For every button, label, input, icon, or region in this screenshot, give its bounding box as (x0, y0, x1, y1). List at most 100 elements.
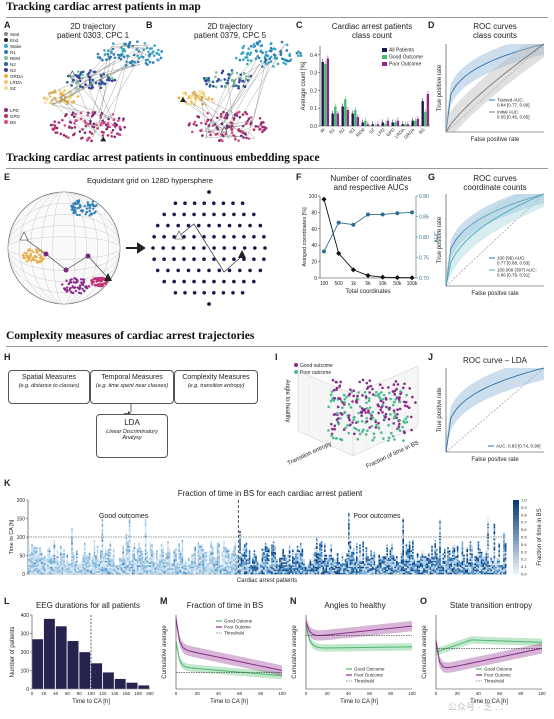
cluster-point (55, 126, 59, 130)
heatmap-cell (228, 566, 230, 569)
heatmap-cell (282, 559, 284, 561)
heatmap-cell (135, 569, 137, 572)
heatmap-cell (311, 572, 313, 575)
embedding-point (91, 207, 95, 210)
heatmap-cell (128, 560, 131, 563)
heatmap-cell (352, 559, 355, 561)
heatmap-cell (279, 569, 281, 572)
heatmap-cell (239, 557, 241, 560)
coordinate-point (409, 275, 415, 281)
heatmap-cell (28, 547, 30, 550)
heatmap-cell (48, 553, 51, 555)
heatmap-cell (240, 565, 243, 567)
heatmap-cell (127, 545, 129, 548)
heatmap-cell (37, 554, 40, 557)
y-tick-label: 40 (311, 243, 317, 249)
heatmap-cell (31, 547, 33, 550)
heatmap-cell (231, 566, 233, 569)
embedding-point (78, 284, 82, 287)
heatmap-cell (266, 551, 268, 554)
heatmap-cell (384, 572, 387, 575)
heatmap-cell (164, 568, 166, 570)
embedding-point (25, 252, 28, 255)
cluster-point (146, 58, 150, 62)
cluster-point (234, 56, 238, 60)
heatmap-cell (93, 566, 96, 569)
heatmap-cell (167, 560, 169, 563)
heatmap-cell (197, 565, 200, 567)
bar-n3-1 (354, 110, 357, 126)
heatmap-cell (138, 562, 140, 564)
poor-outcome-point (349, 406, 353, 409)
heatmap-cell (212, 557, 214, 560)
heatmap-cell (111, 560, 113, 563)
heatmap-cell (199, 547, 201, 550)
heatmap-cell (376, 569, 379, 572)
heatmap-cell (210, 568, 212, 570)
grid-point (227, 268, 232, 273)
heatmap-cell (63, 559, 65, 561)
heatmap-cell (228, 559, 230, 561)
heatmap-cell (236, 568, 238, 570)
heatmap-cell (234, 568, 236, 570)
heatmap-cell (106, 571, 108, 573)
heatmap-cell (36, 559, 38, 561)
heatmap-cell (282, 550, 284, 552)
heatmap-cell (372, 559, 374, 561)
heatmap-cell (322, 560, 324, 563)
heatmap-cell (298, 566, 300, 569)
heatmap-cell (388, 562, 390, 564)
heatmap-cell (370, 553, 372, 555)
heatmap-cell (93, 569, 96, 572)
heatmap-cell (253, 569, 256, 572)
heatmap-cell (28, 562, 30, 564)
heatmap-cell (92, 568, 94, 570)
heatmap-cell (324, 556, 326, 558)
cluster-point (121, 49, 125, 53)
heatmap-cell (66, 557, 68, 560)
heatmap-cell (212, 553, 214, 555)
heatmap-cell (231, 569, 233, 572)
heatmap-cell (375, 565, 377, 567)
heatmap-cell (172, 568, 174, 570)
heatmap-cell (74, 560, 76, 563)
grid-end-marker (238, 250, 246, 258)
heatmap-cell (95, 571, 97, 573)
heatmap-cell (205, 560, 208, 563)
heatmap-cell (119, 559, 121, 561)
heatmap-cell (216, 542, 219, 545)
heatmap-cell (271, 569, 273, 572)
heatmap-cell (362, 545, 364, 548)
heatmap-cell (258, 569, 260, 572)
heatmap-cell (128, 537, 131, 539)
embedding-point (65, 279, 68, 282)
heatmap-cell (316, 557, 318, 560)
heatmap-cell (200, 551, 203, 554)
cluster-point (230, 128, 234, 131)
heatmap-cell (199, 565, 201, 567)
heatmap-cell (144, 551, 147, 554)
heatmap-cell (132, 562, 134, 564)
heatmap-cell (341, 571, 344, 573)
heatmap-cell (31, 557, 33, 560)
heatmap-cell (333, 569, 336, 572)
heatmap-cell (223, 548, 225, 551)
embedding-point (88, 209, 91, 213)
heatmap-cell (34, 547, 36, 550)
embedding-point (82, 283, 85, 287)
heatmap-cell (346, 568, 348, 570)
heatmap-cell (108, 566, 110, 569)
heatmap-cell (210, 541, 212, 544)
heatmap-cell (325, 565, 328, 567)
heatmap-cell (156, 559, 158, 561)
good-outcome-point (360, 414, 363, 418)
heatmap-cell (125, 539, 128, 542)
heatmap-cell (112, 551, 115, 554)
heatmap-cell (388, 557, 390, 560)
embedding-point (81, 278, 85, 281)
heatmap-cell (375, 568, 377, 570)
heatmap-cell (391, 554, 393, 557)
heatmap-cell (125, 559, 128, 561)
heatmap-cell (348, 531, 350, 533)
